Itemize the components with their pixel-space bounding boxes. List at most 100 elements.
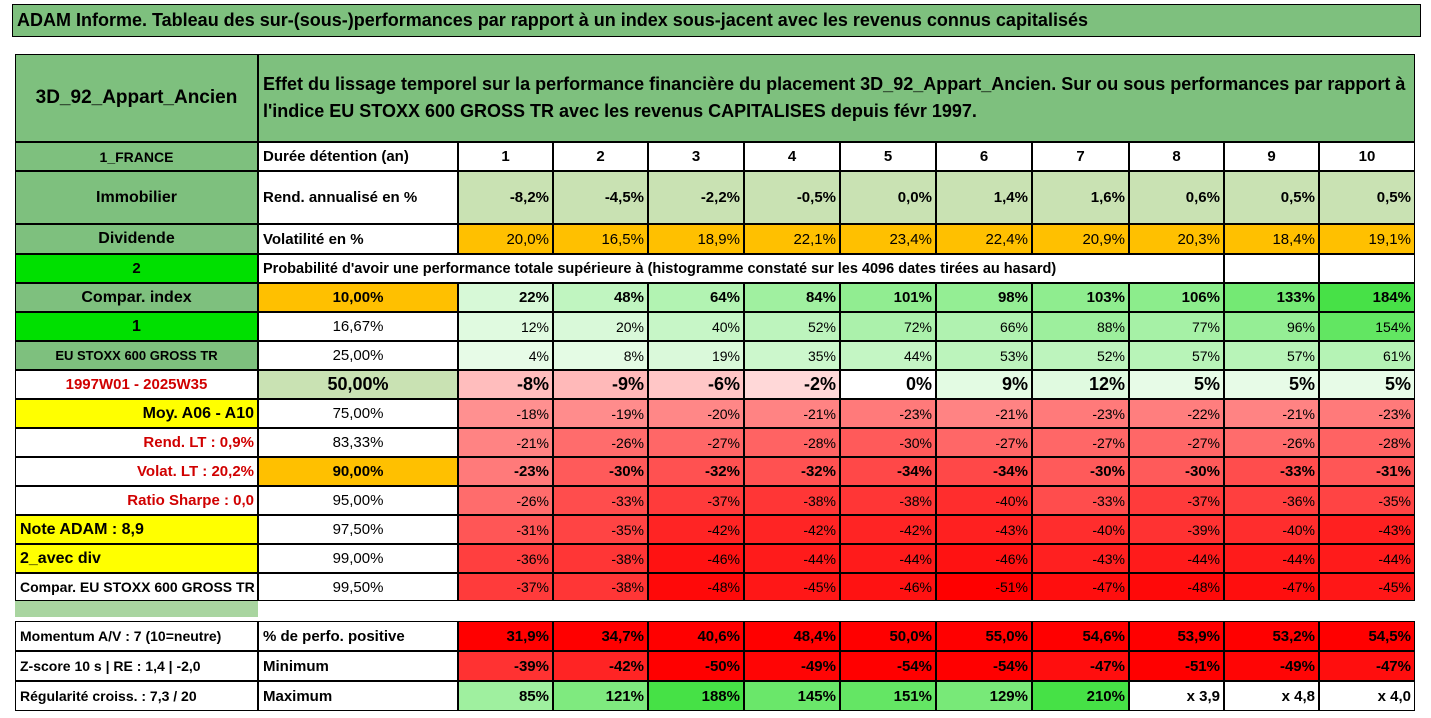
prob-value: 64% (648, 283, 744, 312)
pct-pos-value: 54,5% (1319, 621, 1415, 651)
prob-value: -32% (744, 457, 840, 486)
threshold-value: 99,50% (258, 573, 458, 601)
prob-value: -42% (648, 515, 744, 544)
sharpe-label: Ratio Sharpe : 0,0 (15, 486, 258, 515)
prob-value: 77% (1129, 312, 1224, 341)
prob-value: -46% (648, 544, 744, 573)
threshold-value: 90,00% (258, 457, 458, 486)
blank-cell (1224, 254, 1319, 283)
report-title: ADAM Informe. Tableau des sur-(sous-)per… (12, 4, 1421, 37)
prob-value: -38% (553, 573, 648, 601)
prob-value: -46% (840, 573, 936, 601)
prob-value: 84% (744, 283, 840, 312)
prob-value: -44% (744, 544, 840, 573)
prob-value: -45% (744, 573, 840, 601)
period-label: 1997W01 - 2025W35 (15, 370, 258, 399)
prob-value: -22% (1129, 399, 1224, 428)
rend-value: 0,6% (1129, 171, 1224, 224)
pct-pos-value: 48,4% (744, 621, 840, 651)
pct-pos-value: 53,2% (1224, 621, 1319, 651)
rend-label: Rend. annualisé en % (258, 171, 458, 224)
proba-label: Probabilité d'avoir une performance tota… (258, 254, 1224, 283)
threshold-value: 10,00% (258, 283, 458, 312)
rend-value: -4,5% (553, 171, 648, 224)
prob-value: -45% (1319, 573, 1415, 601)
compar-full-label: Compar. EU STOXX 600 GROSS TR (15, 573, 258, 601)
prob-value: -21% (1224, 399, 1319, 428)
prob-value: 61% (1319, 341, 1415, 370)
minimum-value: -54% (840, 651, 936, 681)
prob-value: -43% (1319, 515, 1415, 544)
volat-value: 18,4% (1224, 224, 1319, 254)
prob-value: 66% (936, 312, 1032, 341)
minimum-value: -51% (1129, 651, 1224, 681)
maximum-value: 151% (840, 681, 936, 711)
momentum-label: Momentum A/V : 7 (10=neutre) (15, 621, 258, 651)
prob-value: -51% (936, 573, 1032, 601)
prob-value: 44% (840, 341, 936, 370)
maximum-value: x 4,0 (1319, 681, 1415, 711)
prob-value: 53% (936, 341, 1032, 370)
prob-value: -47% (1224, 573, 1319, 601)
pct-pos-value: 55,0% (936, 621, 1032, 651)
zscore-label: Z-score 10 s | RE : 1,4 | -2,0 (15, 651, 258, 681)
year-header: 1 (458, 142, 553, 171)
prob-value: 72% (840, 312, 936, 341)
minimum-value: -39% (458, 651, 553, 681)
rend-lt-label: Rend. LT : 0,9% (15, 428, 258, 457)
compar-index-label: Compar. index (15, 283, 258, 312)
prob-value: -23% (840, 399, 936, 428)
maximum-value: 121% (553, 681, 648, 711)
volat-lt-label: Volat. LT : 20,2% (15, 457, 258, 486)
dividend-label: Dividende (15, 224, 258, 254)
prob-value: -33% (1032, 486, 1129, 515)
prob-value: -27% (1129, 428, 1224, 457)
threshold-value: 75,00% (258, 399, 458, 428)
prob-value: -36% (1224, 486, 1319, 515)
rend-value: -8,2% (458, 171, 553, 224)
prob-value: -23% (1032, 399, 1129, 428)
rend-value: 1,6% (1032, 171, 1129, 224)
category-label: Immobilier (15, 171, 258, 224)
volat-value: 20,9% (1032, 224, 1129, 254)
prob-value: -35% (553, 515, 648, 544)
prob-value: 48% (553, 283, 648, 312)
prob-value: -21% (936, 399, 1032, 428)
asset-name[interactable]: 3D_92_Appart_Ancien (15, 54, 258, 142)
prob-value: -35% (1319, 486, 1415, 515)
prob-value: -2% (744, 370, 840, 399)
prob-value: -8% (458, 370, 553, 399)
rend-value: -2,2% (648, 171, 744, 224)
prob-value: -34% (840, 457, 936, 486)
maximum-value: 145% (744, 681, 840, 711)
prob-value: 8% (553, 341, 648, 370)
prob-value: 106% (1129, 283, 1224, 312)
prob-value: -38% (840, 486, 936, 515)
year-header: 2 (553, 142, 648, 171)
prob-value: 57% (1129, 341, 1224, 370)
year-header: 5 (840, 142, 936, 171)
prob-value: -27% (1032, 428, 1129, 457)
prob-value: -28% (744, 428, 840, 457)
prob-value: -44% (1319, 544, 1415, 573)
pct-pos-value: 50,0% (840, 621, 936, 651)
threshold-value: 16,67% (258, 312, 458, 341)
maximum-value: x 4,8 (1224, 681, 1319, 711)
minimum-value: -47% (1032, 651, 1129, 681)
prob-value: -26% (553, 428, 648, 457)
prob-value: -43% (936, 515, 1032, 544)
volat-value: 20,0% (458, 224, 553, 254)
prob-value: 5% (1224, 370, 1319, 399)
year-header: 10 (1319, 142, 1415, 171)
prob-value: -19% (553, 399, 648, 428)
note-adam: Note ADAM : 8,9 (15, 515, 258, 544)
rend-value: 0,0% (840, 171, 936, 224)
prob-value: 22% (458, 283, 553, 312)
volat-value: 16,5% (553, 224, 648, 254)
prob-value: -44% (1224, 544, 1319, 573)
minimum-label: Minimum (258, 651, 458, 681)
prob-value: -40% (936, 486, 1032, 515)
prob-value: -31% (1319, 457, 1415, 486)
prob-value: 103% (1032, 283, 1129, 312)
